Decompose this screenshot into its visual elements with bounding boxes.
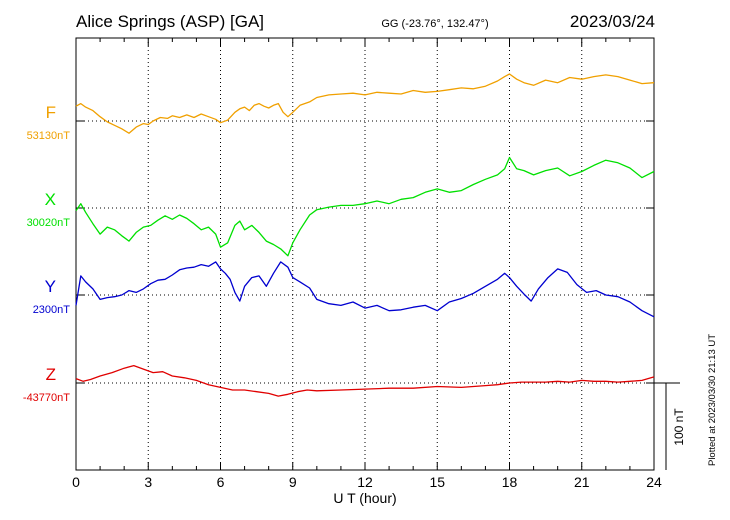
- coordinates-label: GG (-23.76°, 132.47°): [381, 18, 488, 30]
- channel-baseline-F: 53130nT: [27, 130, 71, 142]
- x-tick-labels: 0 3 6 9 12 15 18 21 24: [72, 474, 662, 490]
- ticks: [75, 37, 655, 471]
- x-axis-label: U T (hour): [333, 490, 396, 506]
- x-tick-label: 0: [72, 474, 80, 490]
- plotted-note: Plotted at 2023/03/30 21:13 UT: [707, 334, 718, 466]
- channel-baseline-Y: 2300nT: [33, 304, 71, 316]
- date-label: 2023/03/24: [570, 12, 655, 31]
- scale-bar-label: 100 nT: [672, 408, 686, 446]
- x-tick-label: 3: [144, 474, 152, 490]
- station-title: Alice Springs (ASP) [GA]: [76, 12, 264, 31]
- x-tick-label: 15: [429, 474, 445, 490]
- x-tick-label: 9: [289, 474, 297, 490]
- trace-F: [75, 73, 655, 134]
- x-tick-label: 12: [357, 474, 373, 490]
- channel-name-X: X: [45, 190, 56, 209]
- trace-Z: [75, 364, 655, 397]
- channel-name-F: F: [46, 103, 56, 122]
- traces: [75, 73, 655, 397]
- channel-baseline-X: 30020nT: [27, 217, 71, 229]
- x-tick-label: 18: [502, 474, 518, 490]
- channel-baseline-Z: -43770nT: [23, 392, 70, 404]
- grid: [76, 38, 654, 470]
- channel-name-Y: Y: [45, 277, 56, 296]
- x-tick-label: 21: [574, 474, 590, 490]
- x-tick-label: 24: [646, 474, 662, 490]
- x-tick-label: 6: [217, 474, 225, 490]
- channel-labels: F 53130nT X 30020nT Y 2300nT Z -43770nT: [23, 103, 70, 404]
- trace-X: [75, 156, 655, 257]
- trace-Y: [75, 261, 655, 318]
- channel-name-Z: Z: [46, 365, 56, 384]
